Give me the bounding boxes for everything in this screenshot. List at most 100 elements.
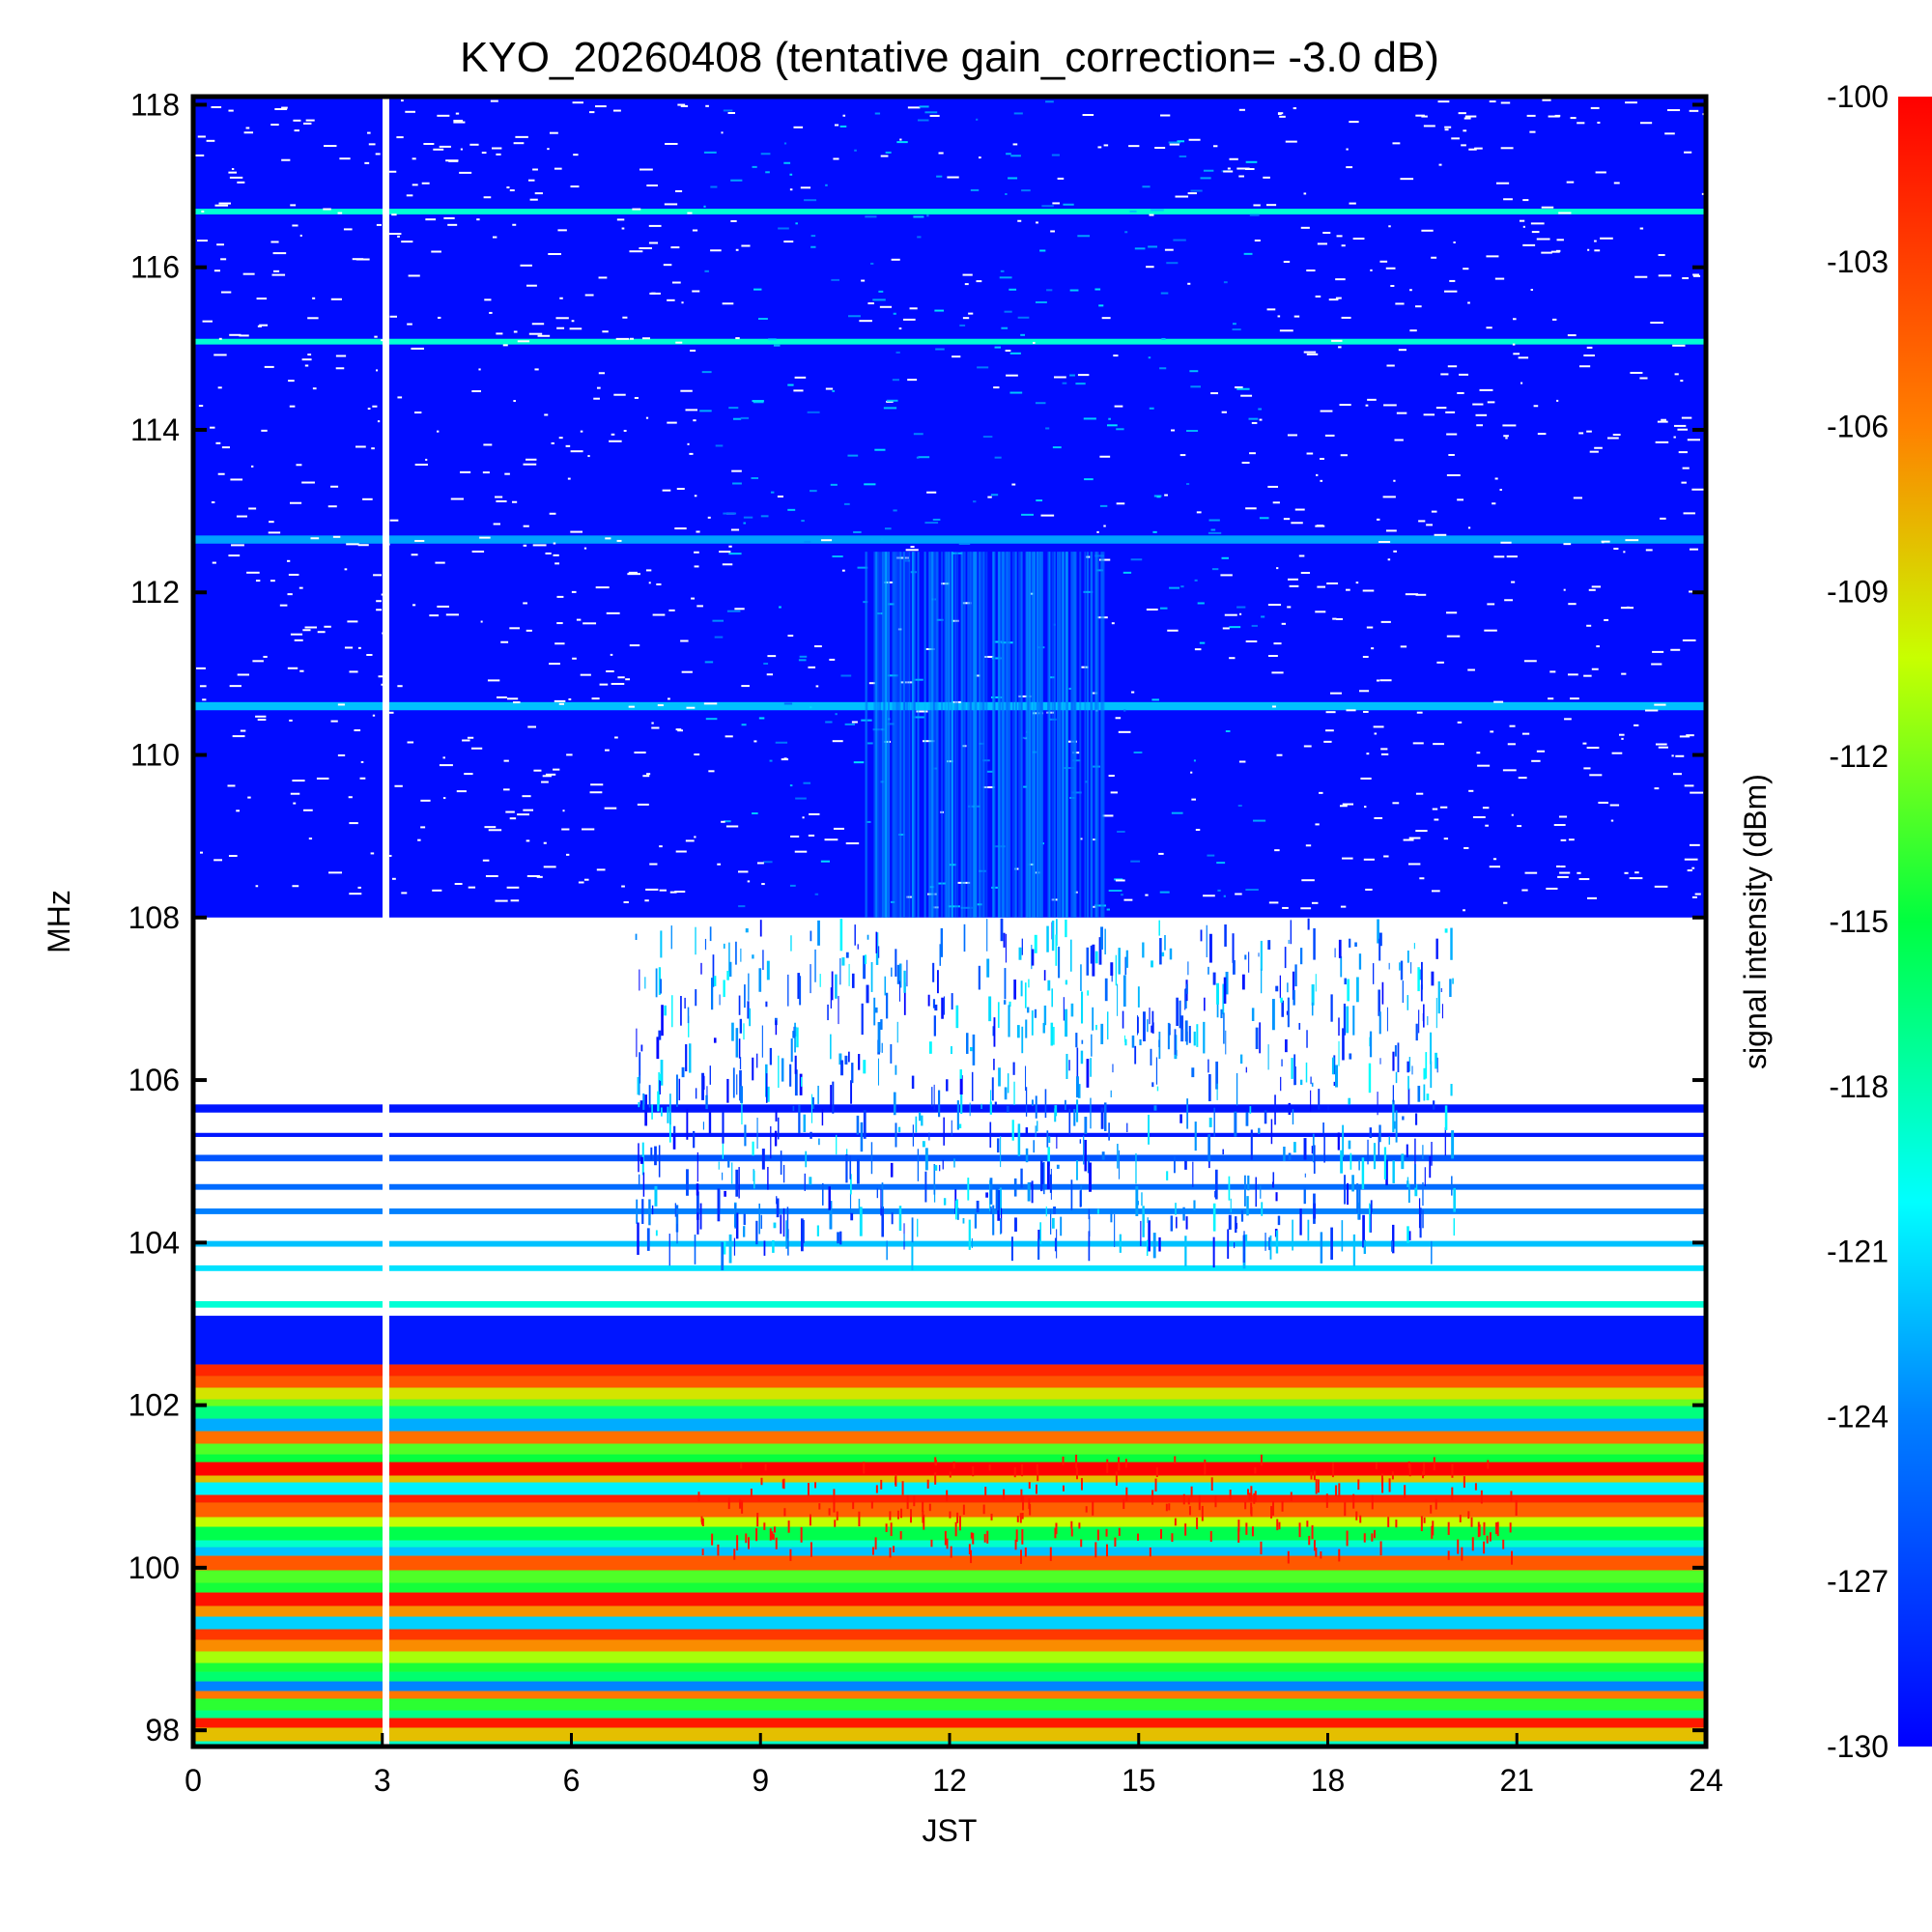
heatmap-cell (1557, 875, 1569, 878)
heatmap-cell (808, 666, 816, 668)
heatmap-cell (1254, 1466, 1257, 1474)
heatmap-cell (557, 229, 567, 232)
heatmap-cell (1339, 805, 1348, 808)
heatmap-cell (1457, 721, 1463, 724)
heatmap-cell (1063, 997, 1065, 1021)
heatmap-cell (1128, 145, 1140, 148)
heatmap-cell (1108, 775, 1115, 778)
heatmap-cell (1047, 980, 1051, 991)
heatmap-cell (1281, 1000, 1285, 1017)
heatmap-cell (872, 298, 886, 301)
heatmap-cell (308, 838, 313, 840)
heatmap-cell (763, 861, 773, 864)
heatmap-band (193, 1399, 1706, 1406)
heatmap-cell (199, 851, 204, 854)
heatmap-cell (983, 1533, 986, 1543)
heatmap-cell (702, 1122, 704, 1130)
heatmap-cell (454, 883, 463, 886)
heatmap-cell (1409, 329, 1417, 332)
heatmap-cell (782, 1164, 785, 1183)
heatmap-band (193, 535, 1706, 544)
heatmap-cell (917, 236, 922, 239)
heatmap-cell (848, 963, 850, 986)
heatmap-cell (1365, 404, 1369, 407)
heatmap-cell (302, 122, 312, 125)
heatmap-cell (357, 886, 361, 889)
heatmap-cell (1039, 1160, 1043, 1192)
heatmap-cell (1250, 1129, 1253, 1160)
heatmap-cell (807, 1483, 810, 1496)
heatmap-cell (1607, 437, 1619, 440)
heatmap-cell (1151, 1010, 1154, 1032)
heatmap-cell (1513, 318, 1517, 321)
heatmap-cell (229, 176, 243, 179)
heatmap-cell (1357, 1479, 1360, 1491)
heatmap-cell (728, 1234, 732, 1264)
heatmap-cell (1042, 1022, 1045, 1034)
heatmap-cell (407, 741, 414, 744)
heatmap-cell (1164, 248, 1174, 251)
heatmap-cell (1463, 1476, 1465, 1489)
heatmap-cell (1413, 943, 1415, 950)
heatmap-cell (1106, 908, 1111, 911)
heatmap-cell (302, 629, 311, 632)
heatmap-cell (1210, 528, 1216, 531)
heatmap-cell (554, 562, 560, 565)
heatmap-cell (1278, 1521, 1281, 1530)
heatmap-cell (1258, 952, 1260, 957)
heatmap-cell (1131, 1035, 1135, 1048)
heatmap-cell (639, 246, 652, 249)
heatmap-cell (506, 697, 519, 700)
heatmap-cell (675, 1205, 679, 1233)
heatmap-cell (355, 258, 370, 261)
heatmap-cell (1146, 1239, 1149, 1257)
heatmap-cell (376, 609, 383, 611)
heatmap-cell (1044, 1089, 1047, 1119)
heatmap-cell (1352, 1005, 1355, 1036)
heatmap-cell (959, 1075, 963, 1094)
heatmap-cell (1467, 668, 1475, 671)
colorbar-tick-label: -100 (1827, 79, 1889, 114)
heatmap-cell (1146, 608, 1158, 611)
heatmap-cell (1115, 717, 1122, 720)
heatmap-cell (924, 111, 938, 114)
heatmap-cell (978, 552, 980, 918)
heatmap-cell (1655, 743, 1667, 746)
heatmap-cell (1682, 277, 1690, 280)
heatmap-cell (900, 1508, 903, 1519)
heatmap-cell (1237, 1527, 1240, 1543)
heatmap-cell (1431, 256, 1437, 259)
heatmap-cell (815, 685, 819, 688)
heatmap-cell (1159, 891, 1170, 894)
heatmap-cell (1110, 1208, 1113, 1223)
heatmap-cell (1390, 284, 1395, 287)
heatmap-cell (997, 1002, 1000, 1029)
heatmap-cell (1234, 1111, 1237, 1137)
heatmap-cell (1444, 126, 1452, 128)
heatmap-cell (1065, 980, 1068, 985)
heatmap-cell (1095, 552, 1098, 918)
heatmap-cell (1594, 446, 1603, 449)
heatmap-cell (674, 1203, 677, 1217)
heatmap-cell (1400, 960, 1404, 980)
heatmap-cell (1190, 189, 1203, 192)
heatmap-cell (1376, 679, 1379, 682)
heatmap-cell (951, 993, 953, 1010)
heatmap-cell (1006, 153, 1011, 156)
heatmap-cell (735, 1028, 739, 1058)
heatmap-cell (858, 1198, 861, 1209)
y-tick-label: 116 (130, 250, 180, 285)
heatmap-cell (231, 168, 235, 171)
heatmap-cell (1351, 1175, 1354, 1192)
heatmap-cell (1012, 143, 1018, 146)
heatmap-cell (1244, 954, 1247, 960)
heatmap-cell (1171, 811, 1183, 814)
heatmap-cell (896, 141, 908, 144)
heatmap-cell (1223, 281, 1228, 284)
heatmap-cell (1440, 987, 1442, 993)
heatmap-cell (464, 773, 473, 776)
heatmap-cell (833, 1489, 836, 1504)
heatmap-cell (1371, 1533, 1374, 1542)
heatmap-cell (921, 1115, 923, 1126)
heatmap-cell (1091, 552, 1094, 918)
